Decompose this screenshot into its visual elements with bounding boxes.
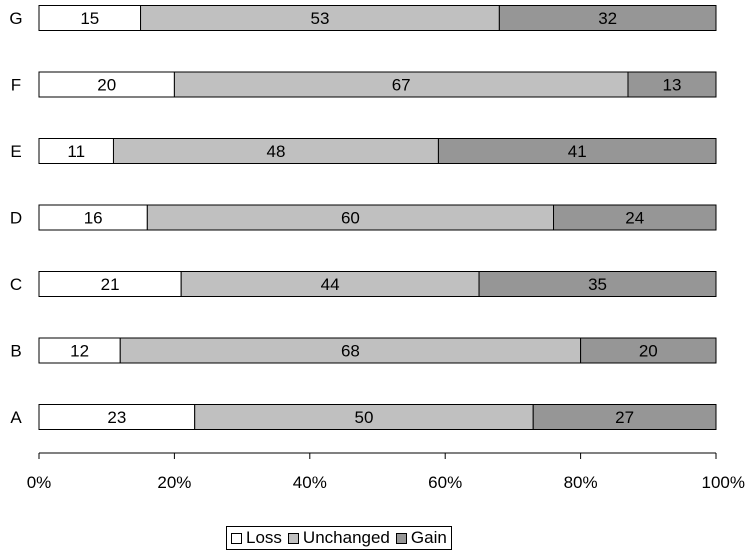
bar-b-gain bbox=[580, 337, 717, 364]
data-label-e-gain: 41 bbox=[568, 142, 587, 161]
bar-c-unchanged bbox=[180, 271, 480, 297]
legend-label-unchanged: Unchanged bbox=[302, 528, 390, 547]
category-labels: A B C D E F G bbox=[9, 9, 22, 427]
x-tick-label: 60% bbox=[428, 473, 462, 492]
category-label-g: G bbox=[9, 9, 22, 28]
legend-label-gain: Gain bbox=[410, 528, 447, 547]
data-label-a-loss: 23 bbox=[107, 408, 126, 427]
bar-f-unchanged bbox=[173, 71, 629, 98]
bar-c-loss bbox=[38, 271, 182, 297]
data-label-g-gain: 32 bbox=[598, 9, 617, 28]
data-label-e-unchanged: 48 bbox=[266, 142, 285, 161]
bar-b-unchanged bbox=[119, 337, 582, 364]
data-label-g-unchanged: 53 bbox=[310, 9, 329, 28]
x-tick-label: 80% bbox=[564, 473, 598, 492]
data-label-d-gain: 24 bbox=[625, 209, 644, 228]
bar-a-unchanged bbox=[194, 404, 534, 430]
data-label-d-loss: 16 bbox=[84, 209, 103, 228]
x-tick-label: 100% bbox=[702, 473, 745, 492]
data-label-c-loss: 21 bbox=[101, 275, 120, 294]
legend-item-unchanged: Unchanged bbox=[287, 528, 390, 548]
data-label-c-gain: 35 bbox=[588, 275, 607, 294]
bar-f-gain bbox=[627, 71, 717, 98]
bar-g-unchanged bbox=[140, 5, 500, 31]
data-label-a-gain: 27 bbox=[615, 408, 634, 427]
x-axis: 0% 20% 40% 60% 80% 100% bbox=[27, 452, 745, 492]
data-label-f-loss: 20 bbox=[97, 76, 116, 95]
legend: Loss Unchanged Gain bbox=[226, 526, 452, 550]
legend-item-loss: Loss bbox=[231, 528, 282, 548]
x-tick-label: 40% bbox=[293, 473, 327, 492]
category-label-b: B bbox=[10, 342, 21, 361]
data-label-b-gain: 20 bbox=[639, 342, 658, 361]
bar-g-loss bbox=[38, 5, 142, 31]
data-label-d-unchanged: 60 bbox=[341, 209, 360, 228]
bar-f-loss bbox=[38, 71, 175, 98]
x-tick-label: 0% bbox=[27, 473, 52, 492]
bar-e-gain bbox=[437, 138, 717, 164]
stacked-bar-chart: 23 50 27 12 68 20 21 44 35 16 60 24 11 48 41 20 67 13 15 53… bbox=[9, 5, 745, 492]
legend-item-gain: Gain bbox=[395, 528, 447, 548]
bar-e-loss bbox=[38, 138, 114, 164]
category-label-d: D bbox=[10, 209, 22, 228]
bar-g-gain bbox=[498, 5, 717, 31]
data-label-g-loss: 15 bbox=[80, 9, 99, 28]
x-tick-label: 20% bbox=[157, 473, 191, 492]
data-label-c-unchanged: 44 bbox=[321, 275, 340, 294]
category-label-a: A bbox=[10, 408, 22, 427]
data-label-b-unchanged: 68 bbox=[341, 342, 360, 361]
category-label-c: C bbox=[10, 275, 22, 294]
legend-label-loss: Loss bbox=[246, 528, 282, 547]
legend-swatch-gain bbox=[395, 532, 407, 544]
bars-group: 23 50 27 12 68 20 21 44 35 16 60 24 11 48 41 20 67 13 15 53… bbox=[38, 5, 717, 430]
bar-d-loss bbox=[38, 204, 148, 231]
legend-swatch-unchanged bbox=[287, 532, 299, 544]
data-label-a-unchanged: 50 bbox=[354, 408, 373, 427]
category-label-e: E bbox=[10, 142, 21, 161]
data-label-e-loss: 11 bbox=[67, 142, 85, 161]
category-label-f: F bbox=[11, 76, 21, 95]
legend-swatch-loss bbox=[231, 532, 242, 544]
bar-d-gain bbox=[553, 204, 717, 231]
bar-a-loss bbox=[38, 404, 196, 430]
bar-e-unchanged bbox=[112, 138, 439, 164]
data-label-f-gain: 13 bbox=[663, 76, 682, 95]
data-label-b-loss: 12 bbox=[70, 342, 89, 361]
data-label-f-unchanged: 67 bbox=[392, 76, 411, 95]
bar-c-gain bbox=[478, 271, 717, 297]
bar-a-gain bbox=[532, 404, 717, 430]
